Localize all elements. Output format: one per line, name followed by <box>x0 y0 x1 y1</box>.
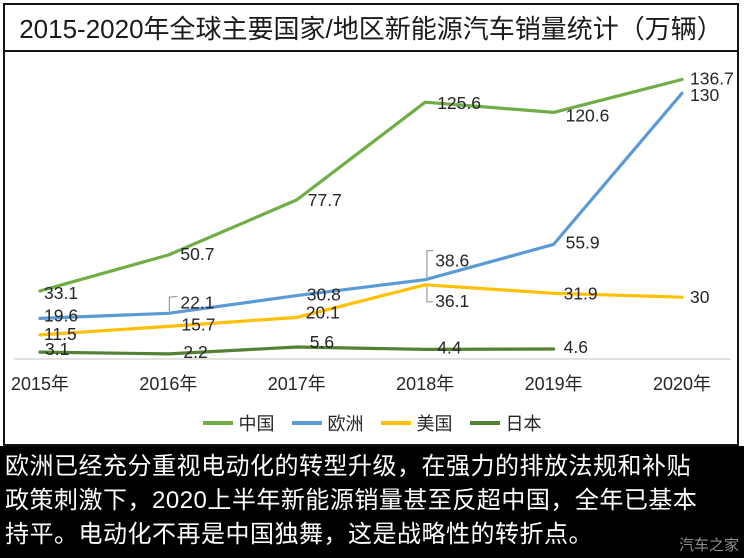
data-label-europe-3: 38.6 <box>435 251 469 271</box>
caption-line-2: 政策刺激下，2020上半年新能源销量甚至反超中国，全年已基本 <box>5 487 698 514</box>
series-line-usa <box>38 283 684 337</box>
legend-swatch-europe <box>291 421 322 425</box>
legend-item-europe: 欧洲 <box>291 410 364 436</box>
legend-swatch-japan <box>469 421 500 425</box>
data-label-china-4: 120.6 <box>566 105 610 125</box>
data-label-japan-0: 3.1 <box>45 339 69 359</box>
data-label-china-5: 136.7 <box>690 69 734 89</box>
caption-line-1: 欧洲已经充分重视电动化的转型升级，在强力的排放法规和补贴 <box>5 453 691 480</box>
series-line-china <box>38 77 684 293</box>
data-label-japan-3: 4.4 <box>437 337 462 357</box>
data-label-usa-4: 31.9 <box>564 283 598 303</box>
data-label-usa-0: 11.5 <box>44 324 77 344</box>
legend-label-japan: 日本 <box>505 414 542 434</box>
data-label-china-2: 77.7 <box>308 190 342 210</box>
chart-title: 2015-2020年全球主要国家/地区新能源汽车销量统计（万辆） <box>19 14 723 44</box>
caption-panel: 欧洲已经充分重视电动化的转型升级，在强力的排放法规和补贴 政策刺激下，2020上… <box>0 446 744 558</box>
data-label-europe-5: 130 <box>690 85 719 105</box>
legend-swatch-china <box>202 421 233 425</box>
callout-europe-3 <box>426 250 434 278</box>
series-line-japan <box>38 345 556 356</box>
chart-title-box: 2015-2020年全球主要国家/地区新能源汽车销量统计（万辆） <box>3 3 739 52</box>
data-label-japan-1: 2.2 <box>183 342 207 362</box>
legend-item-china: 中国 <box>202 410 275 436</box>
x-axis-label-2: 2017年 <box>268 374 326 394</box>
data-label-europe-2: 30.8 <box>307 285 341 305</box>
legend-swatch-usa <box>380 421 411 425</box>
data-label-europe-4: 55.9 <box>566 232 600 252</box>
data-label-europe-0: 19.6 <box>44 305 78 325</box>
data-label-usa-3: 36.1 <box>435 291 469 311</box>
data-label-europe-1: 22.1 <box>180 292 214 312</box>
x-axis-label-4: 2019年 <box>525 374 583 394</box>
x-axis-label-5: 2020年 <box>653 374 711 394</box>
data-label-japan-2: 5.6 <box>310 332 334 352</box>
caption-line-3: 持平。电动化不再是中国独舞，这是战略性的转折点。 <box>5 521 593 548</box>
x-axis-label-0: 2015年 <box>11 374 69 394</box>
legend: 中国 欧洲 美国 日本 <box>0 408 744 438</box>
legend-label-europe: 欧洲 <box>327 414 364 434</box>
series-line-europe <box>38 91 684 320</box>
legend-label-china: 中国 <box>238 414 275 434</box>
legend-item-japan: 日本 <box>469 410 542 436</box>
data-label-usa-1: 15.7 <box>181 314 215 334</box>
data-label-usa-2: 20.1 <box>306 302 340 322</box>
legend-item-usa: 美国 <box>380 410 453 436</box>
data-label-china-1: 50.7 <box>180 244 214 264</box>
callout-europe-1 <box>168 295 178 312</box>
data-label-usa-5: 30 <box>690 287 710 307</box>
data-label-japan-4: 4.6 <box>564 337 588 357</box>
chart-canvas: 33.1 50.7 77.7 125.6 120.6 136.7 19.6 22.1 30.8 3… <box>11 69 734 395</box>
legend-label-usa: 美国 <box>416 414 453 434</box>
watermark-autohome: 汽车之家 <box>678 537 739 554</box>
data-label-china-3: 125.6 <box>437 93 481 113</box>
data-label-china-0: 33.1 <box>44 283 78 303</box>
callout-usa-3 <box>426 286 434 303</box>
x-axis-label-1: 2016年 <box>139 374 197 394</box>
x-axis-label-3: 2018年 <box>396 374 454 394</box>
